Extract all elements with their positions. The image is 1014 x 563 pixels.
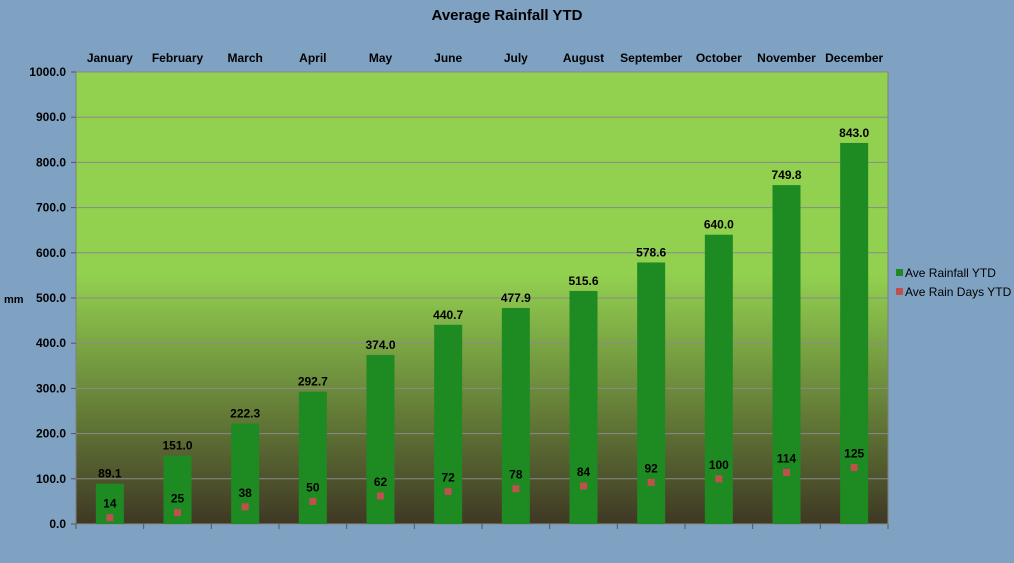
x-category-label: February	[152, 51, 204, 65]
rain-days-marker	[715, 475, 723, 483]
rainfall-data-label: 89.1	[98, 467, 122, 481]
x-category-label: July	[504, 51, 528, 65]
rainfall-data-label: 292.7	[298, 375, 328, 389]
rain-days-marker	[377, 492, 384, 500]
rain-days-marker	[241, 503, 249, 511]
rainfall-data-label: 843.0	[839, 126, 869, 140]
legend: Ave Rainfall YTD Ave Rain Days YTD	[896, 266, 1012, 299]
x-category-label: August	[563, 51, 604, 65]
rain-days-marker	[783, 468, 790, 476]
rain-days-marker	[309, 497, 317, 505]
rain-days-marker	[850, 464, 858, 471]
rain-days-marker	[174, 509, 181, 517]
legend-swatch-rainfall	[896, 269, 903, 276]
rain-days-data-label: 125	[844, 447, 864, 461]
y-tick-label: 100.0	[36, 472, 66, 486]
rain-days-data-label: 14	[103, 497, 117, 511]
rainfall-data-label: 749.8	[771, 168, 801, 182]
legend-swatch-rain-days	[896, 288, 903, 295]
y-tick-label: 900.0	[36, 110, 66, 124]
rain-days-data-label: 114	[777, 451, 797, 465]
rain-days-data-label: 62	[374, 475, 388, 489]
y-tick-label: 300.0	[36, 381, 66, 395]
x-category-label: October	[696, 51, 742, 65]
rain-days-data-label: 84	[577, 465, 591, 479]
rain-days-marker	[512, 485, 520, 493]
x-category-label: March	[227, 51, 262, 65]
rainfall-bar	[840, 142, 869, 525]
y-tick-label: 700.0	[36, 201, 66, 215]
y-tick-label: 500.0	[36, 291, 66, 305]
rain-days-data-label: 78	[509, 468, 523, 482]
y-tick-label: 200.0	[36, 427, 66, 441]
rainfall-data-label: 578.6	[636, 245, 666, 259]
x-category-label: November	[757, 51, 816, 65]
y-axis-ticks: 0.0 100.0 200.0 300.0 400.0 500.0 600.0 700.0 80…	[29, 65, 76, 531]
rain-days-marker	[444, 487, 452, 495]
rainfall-bar	[772, 185, 801, 524]
rain-days-data-label: 72	[441, 470, 455, 484]
x-category-label: December	[825, 51, 883, 65]
x-category-label: January	[87, 51, 133, 65]
x-axis-categories: January February March April May June July Augu…	[75, 51, 889, 529]
rain-days-data-label: 50	[306, 480, 320, 494]
legend-label-rainfall: Ave Rainfall YTD	[905, 266, 996, 280]
x-category-label: April	[299, 51, 326, 65]
rain-days-data-label: 38	[238, 486, 252, 500]
chart-title: Average Rainfall YTD	[432, 7, 583, 24]
rainfall-data-label: 640.0	[704, 218, 734, 232]
rainfall-data-label: 222.3	[230, 407, 260, 421]
rain-days-marker	[106, 514, 114, 522]
rain-days-data-label: 92	[644, 461, 658, 475]
legend-label-rain-days: Ave Rain Days YTD	[905, 285, 1012, 299]
x-category-label: June	[434, 51, 462, 65]
rainfall-data-label: 515.6	[568, 274, 598, 288]
rain-days-marker	[647, 478, 655, 486]
rain-days-data-label: 100	[709, 458, 729, 472]
rain-days-markers: 14 25 38 50 62 72 78 84 92 100 114 125	[103, 447, 864, 522]
x-category-label: September	[620, 51, 682, 65]
y-tick-label: 600.0	[36, 246, 66, 260]
y-axis-label: mm	[4, 294, 24, 306]
rainfall-data-label: 477.9	[501, 291, 531, 305]
x-category-label: May	[369, 51, 393, 65]
y-tick-label: 1000.0	[29, 65, 66, 79]
rain-days-marker	[580, 482, 587, 490]
rainfall-data-label: 440.7	[433, 308, 463, 322]
rain-days-data-label: 25	[171, 492, 185, 506]
y-tick-label: 0.0	[49, 517, 66, 531]
y-tick-label: 800.0	[36, 155, 66, 169]
rainfall-data-label: 374.0	[365, 338, 395, 352]
rainfall-data-label: 151.0	[162, 439, 192, 453]
y-tick-label: 400.0	[36, 336, 66, 350]
